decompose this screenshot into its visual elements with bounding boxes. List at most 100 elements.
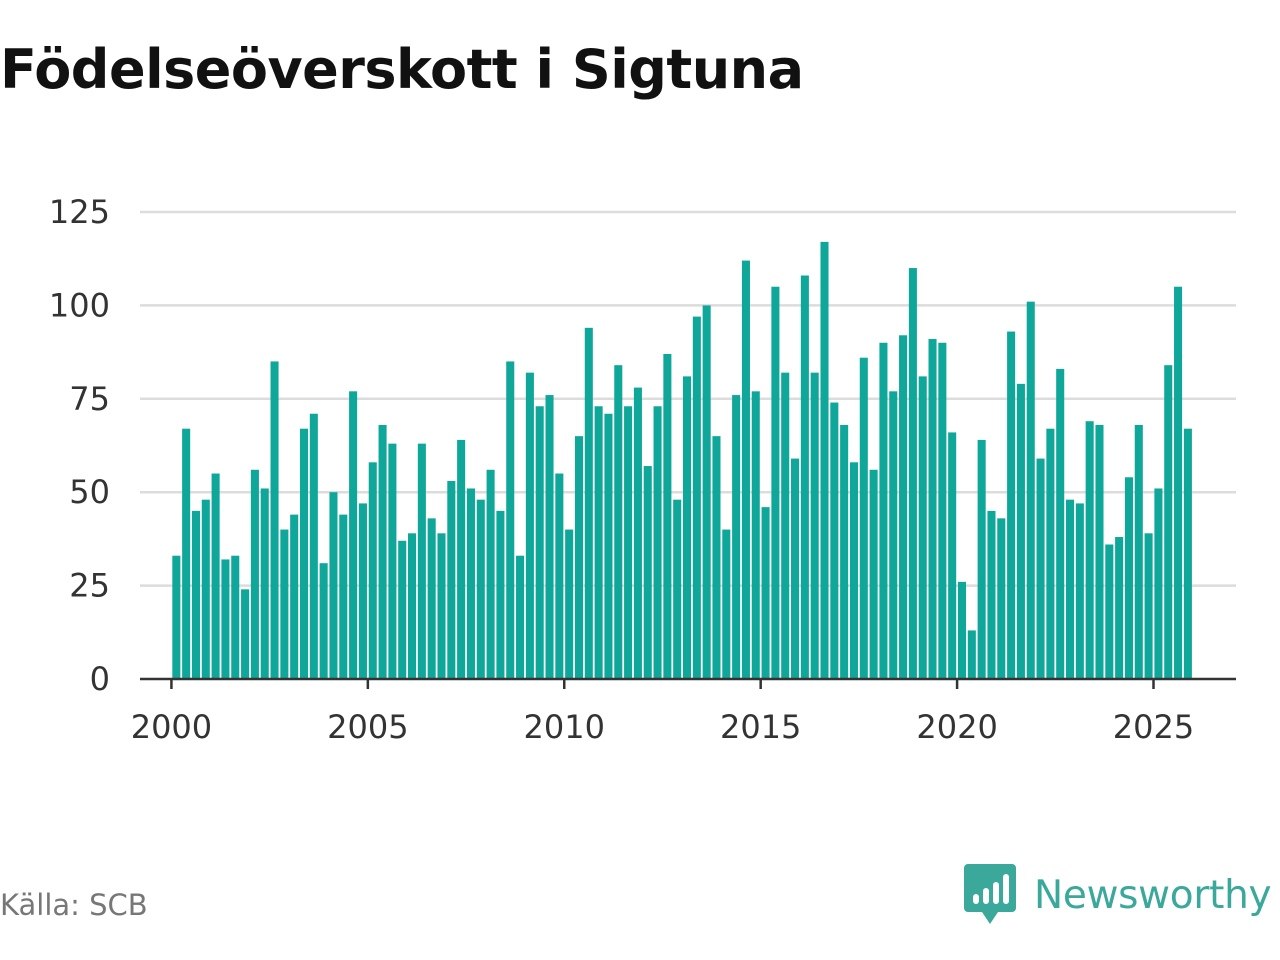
bar bbox=[702, 305, 711, 679]
newsworthy-logo-icon bbox=[964, 864, 1016, 924]
bar bbox=[899, 335, 908, 679]
bar bbox=[594, 406, 603, 679]
bar bbox=[604, 413, 613, 679]
bar bbox=[938, 342, 947, 679]
bar bbox=[358, 503, 367, 679]
bar bbox=[820, 241, 829, 679]
bar bbox=[1046, 428, 1055, 679]
bar bbox=[918, 376, 927, 679]
bar bbox=[201, 499, 210, 679]
bar bbox=[280, 529, 289, 679]
x-tick-label: 2000 bbox=[131, 708, 212, 746]
bar bbox=[476, 499, 485, 679]
bar bbox=[663, 353, 672, 679]
bar bbox=[1007, 331, 1016, 679]
bar bbox=[859, 357, 868, 679]
bar bbox=[545, 395, 554, 679]
bar bbox=[1016, 383, 1025, 679]
bar bbox=[751, 391, 760, 679]
bar bbox=[889, 391, 898, 679]
source-label: Källa: SCB bbox=[0, 888, 148, 922]
bar bbox=[486, 469, 495, 679]
bar bbox=[319, 563, 328, 679]
bar bbox=[309, 413, 318, 679]
y-tick-label: 100 bbox=[49, 286, 110, 324]
bar bbox=[584, 327, 593, 679]
bar bbox=[1124, 477, 1133, 679]
y-tick-label: 75 bbox=[69, 380, 110, 418]
bar bbox=[339, 514, 348, 679]
bar bbox=[1154, 488, 1163, 679]
y-tick-labels: 0 25 50 75 100 125 bbox=[49, 193, 110, 698]
bar bbox=[1134, 424, 1143, 679]
bar bbox=[437, 533, 446, 679]
y-tick-label: 25 bbox=[69, 567, 110, 605]
bar bbox=[957, 581, 967, 679]
bar bbox=[997, 518, 1006, 679]
bar bbox=[182, 428, 191, 679]
bar bbox=[849, 462, 858, 679]
bar bbox=[908, 268, 917, 679]
bar bbox=[948, 432, 957, 679]
bar bbox=[221, 559, 230, 679]
bar bbox=[840, 424, 849, 679]
bar bbox=[624, 406, 633, 679]
x-tick-label: 2020 bbox=[916, 708, 997, 746]
bar bbox=[398, 540, 407, 679]
bar bbox=[535, 406, 544, 679]
bar bbox=[565, 529, 574, 679]
bar bbox=[368, 462, 377, 679]
bar bbox=[447, 480, 456, 679]
bar bbox=[1174, 286, 1183, 679]
axes bbox=[140, 677, 1236, 689]
bar bbox=[231, 555, 240, 679]
bar bbox=[299, 428, 309, 679]
bar bbox=[525, 372, 534, 679]
bar bbox=[977, 439, 986, 679]
x-tick-label: 2025 bbox=[1113, 708, 1194, 746]
bar bbox=[349, 391, 358, 679]
bar bbox=[781, 372, 790, 679]
bar bbox=[614, 365, 623, 679]
bar bbox=[457, 439, 466, 679]
bar bbox=[555, 473, 564, 679]
bar bbox=[1105, 544, 1114, 679]
bar bbox=[1056, 368, 1065, 679]
brand-logo: Newsworthy bbox=[964, 864, 1272, 926]
bar bbox=[1164, 365, 1173, 679]
bar bbox=[211, 473, 220, 679]
bar bbox=[496, 510, 505, 679]
bar bbox=[427, 518, 436, 679]
bar bbox=[682, 376, 692, 679]
bar bbox=[791, 458, 800, 679]
bar bbox=[290, 514, 299, 679]
bar bbox=[712, 436, 721, 679]
bar bbox=[516, 555, 525, 679]
bar bbox=[1183, 428, 1192, 679]
bar bbox=[732, 395, 741, 679]
bar bbox=[270, 361, 279, 679]
bar bbox=[1144, 533, 1153, 679]
bar bbox=[633, 387, 642, 679]
bar bbox=[466, 488, 475, 679]
bar bbox=[1115, 537, 1124, 679]
bar bbox=[928, 339, 937, 679]
y-tick-label: 125 bbox=[49, 193, 110, 231]
bar bbox=[879, 342, 888, 679]
bars bbox=[172, 241, 1192, 679]
bar bbox=[967, 630, 976, 679]
bar bbox=[241, 589, 250, 679]
bar bbox=[1066, 499, 1075, 679]
bar bbox=[869, 469, 878, 679]
bar bbox=[250, 469, 259, 679]
bar bbox=[378, 424, 387, 679]
bar bbox=[191, 510, 200, 679]
bar bbox=[643, 466, 652, 679]
x-tick-label: 2010 bbox=[524, 708, 605, 746]
bar bbox=[329, 492, 338, 679]
bar bbox=[987, 510, 996, 679]
x-tick-label: 2005 bbox=[327, 708, 408, 746]
bar bbox=[771, 286, 780, 679]
brand-name: Newsworthy bbox=[1034, 872, 1272, 918]
